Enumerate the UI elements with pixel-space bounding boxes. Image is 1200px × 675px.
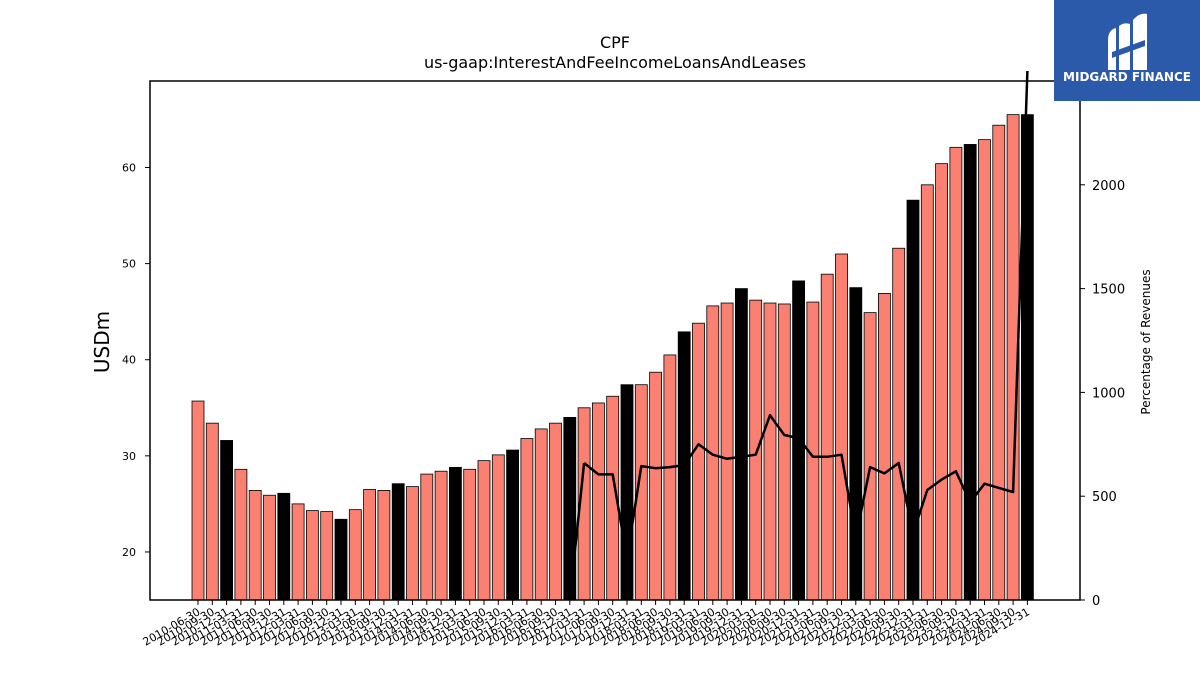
logo-mark-icon xyxy=(1108,13,1147,71)
bar xyxy=(305,510,319,601)
left-tick-label: 20 xyxy=(122,546,136,559)
left-axis-ticks: 20 30 40 50 60 xyxy=(122,162,150,559)
right-tick-label: 2000 xyxy=(1092,179,1125,194)
chart-subtitle: us-gaap:InterestAndFeeIncomeLoansAndLeas… xyxy=(424,53,806,72)
bar xyxy=(434,470,448,601)
bar xyxy=(792,280,805,601)
bar xyxy=(777,303,791,601)
percentage-line-group xyxy=(568,70,1029,600)
percentage-line-leadin xyxy=(568,462,586,600)
percentage-line xyxy=(583,70,1029,560)
bar xyxy=(348,509,362,601)
bar xyxy=(863,312,877,601)
bar xyxy=(234,468,248,601)
logo: MIDGARD FINANCE xyxy=(1054,0,1200,101)
bar xyxy=(878,293,891,601)
bar xyxy=(506,449,520,601)
bar xyxy=(749,299,763,601)
bar xyxy=(463,468,477,601)
right-tick-label: 1000 xyxy=(1092,386,1125,401)
bar xyxy=(363,489,377,601)
bar xyxy=(291,503,305,601)
bar xyxy=(735,288,748,601)
bar xyxy=(763,302,777,601)
bar xyxy=(592,402,605,601)
bar xyxy=(992,124,1006,601)
bar xyxy=(920,184,934,601)
y-axis-label: USDm xyxy=(90,311,114,373)
bar xyxy=(491,454,505,601)
bar xyxy=(720,302,734,601)
bar xyxy=(849,287,863,601)
bar xyxy=(406,486,419,601)
bar xyxy=(391,483,405,601)
bar xyxy=(935,163,948,601)
bar xyxy=(978,139,991,601)
bar xyxy=(906,199,920,601)
left-tick-label: 40 xyxy=(122,354,136,367)
left-tick-label: 30 xyxy=(122,450,136,463)
plot-frame xyxy=(149,80,1081,601)
logo-text: MIDGARD FINANCE xyxy=(1063,70,1191,84)
bar xyxy=(320,511,334,601)
bar xyxy=(220,440,234,601)
left-tick-label: 50 xyxy=(122,258,136,271)
bar-group xyxy=(191,114,1034,601)
y2-axis-label: Percentage of Revenues xyxy=(1139,269,1153,414)
bar xyxy=(277,492,291,601)
chart-title: CPF xyxy=(600,33,630,52)
bar xyxy=(949,146,963,601)
right-tick-label: 0 xyxy=(1092,594,1100,609)
bar xyxy=(534,428,548,601)
bar xyxy=(448,466,462,601)
bar xyxy=(892,247,906,601)
right-axis-ticks: 0 500 1000 1500 2000 xyxy=(1080,179,1125,609)
bar xyxy=(520,438,534,601)
bar xyxy=(248,490,262,601)
bar xyxy=(563,416,577,601)
right-tick-label: 500 xyxy=(1092,490,1117,505)
bar xyxy=(377,490,391,601)
bar xyxy=(649,371,662,601)
bar xyxy=(420,473,434,601)
bar xyxy=(692,322,705,601)
x-axis-ticks: 2010-06-302010-09-302010-12-312011-03-31… xyxy=(141,600,1032,649)
bar xyxy=(477,460,491,601)
bar xyxy=(549,422,562,601)
bar xyxy=(663,354,677,601)
bar xyxy=(835,253,848,601)
left-tick-label: 60 xyxy=(122,162,136,175)
bar xyxy=(963,144,977,601)
bar xyxy=(334,518,348,601)
bar xyxy=(205,422,219,601)
bar xyxy=(263,494,276,601)
bar xyxy=(620,384,634,601)
bar xyxy=(191,400,205,601)
bar xyxy=(820,273,834,601)
right-tick-label: 1500 xyxy=(1092,283,1125,298)
